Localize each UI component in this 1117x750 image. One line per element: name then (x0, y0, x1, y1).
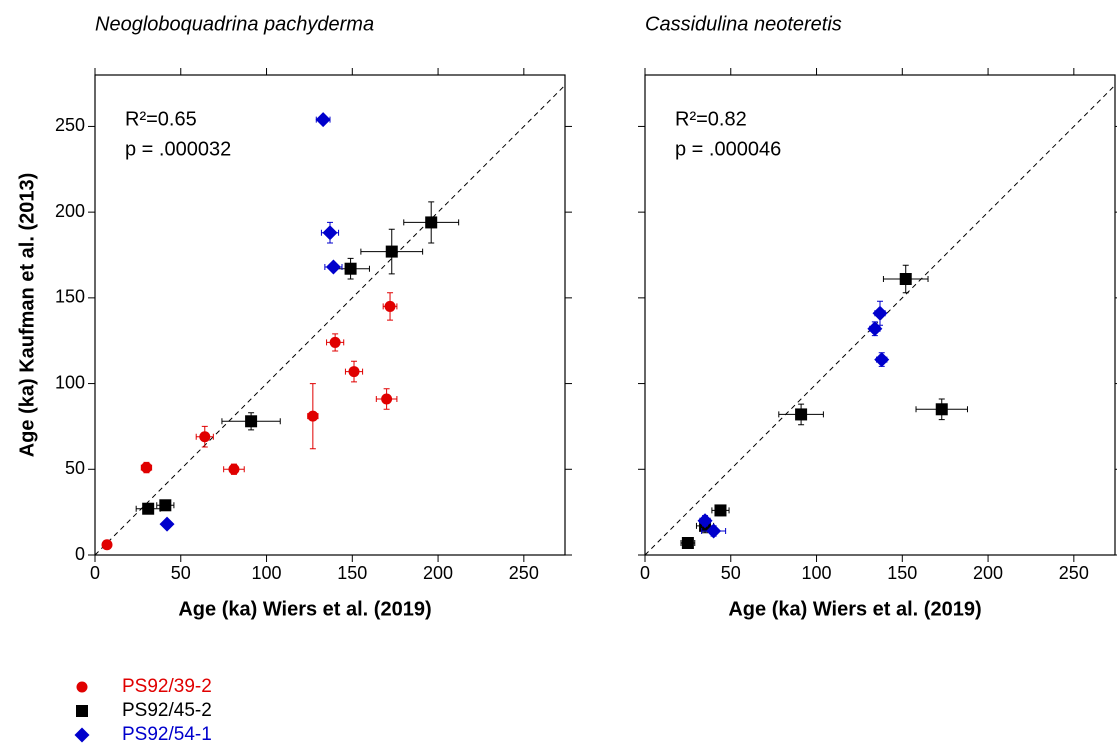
point (795, 408, 808, 421)
point (199, 431, 211, 443)
x-tick-label: 100 (252, 563, 282, 583)
point (384, 300, 396, 312)
y-tick-label: 0 (75, 544, 85, 564)
x-tick-label: 200 (973, 563, 1003, 583)
annotation: R²=0.82 (675, 108, 747, 130)
point (228, 463, 240, 475)
x-tick-label: 250 (1059, 563, 1089, 583)
point (307, 410, 319, 422)
x-axis-label: Age (ka) Wiers et al. (2019) (178, 598, 431, 620)
point (159, 516, 175, 532)
y-tick-label: 50 (65, 458, 85, 478)
point (706, 523, 722, 539)
annotation: p = .000046 (675, 138, 781, 160)
x-tick-label: 250 (509, 563, 539, 583)
point (344, 262, 357, 275)
legend-marker (76, 705, 88, 717)
point (935, 403, 948, 416)
y-tick-label: 200 (55, 201, 85, 221)
one-to-one-line (94, 84, 566, 556)
point (874, 352, 890, 368)
x-tick-label: 50 (171, 563, 191, 583)
panel-title: Neogloboquadrina pachyderma (95, 13, 374, 35)
panel-title: Cassidulina neoteretis (645, 13, 842, 35)
point (899, 273, 912, 285)
legend-label: PS92/54-1 (122, 724, 212, 745)
point (325, 259, 341, 275)
x-tick-label: 0 (640, 563, 650, 583)
annotation: R²=0.65 (125, 108, 197, 130)
point (385, 245, 398, 258)
point (329, 336, 341, 348)
legend-marker (74, 727, 90, 743)
point (714, 504, 727, 517)
point (140, 462, 152, 474)
x-axis-label: Age (ka) Wiers et al. (2019) (728, 598, 981, 620)
legend-marker (76, 681, 88, 693)
point (425, 216, 438, 229)
point (159, 499, 172, 512)
y-tick-label: 150 (55, 287, 85, 307)
point (101, 539, 113, 551)
x-tick-label: 100 (802, 563, 832, 583)
y-axis-label: Age (ka) Kaufman et al. (2013) (16, 173, 38, 458)
point (142, 502, 155, 515)
x-tick-label: 0 (90, 563, 100, 583)
point (245, 415, 258, 428)
plot-frame (94, 74, 566, 556)
plot-frame (644, 74, 1116, 556)
point (381, 393, 393, 405)
legend-label: PS92/45-2 (122, 700, 212, 721)
point (348, 366, 360, 378)
y-tick-label: 250 (55, 115, 85, 135)
point (315, 112, 331, 128)
x-tick-label: 200 (423, 563, 453, 583)
one-to-one-line (644, 84, 1116, 556)
x-tick-label: 150 (337, 563, 367, 583)
point (697, 513, 713, 529)
point (681, 537, 694, 549)
point (872, 305, 888, 321)
error-bars (195, 425, 214, 448)
x-tick-label: 150 (887, 563, 917, 583)
legend-label: PS92/39-2 (122, 676, 212, 697)
x-tick-label: 50 (721, 563, 741, 583)
point (322, 225, 338, 241)
y-tick-label: 100 (55, 372, 85, 392)
annotation: p = .000032 (125, 138, 231, 160)
